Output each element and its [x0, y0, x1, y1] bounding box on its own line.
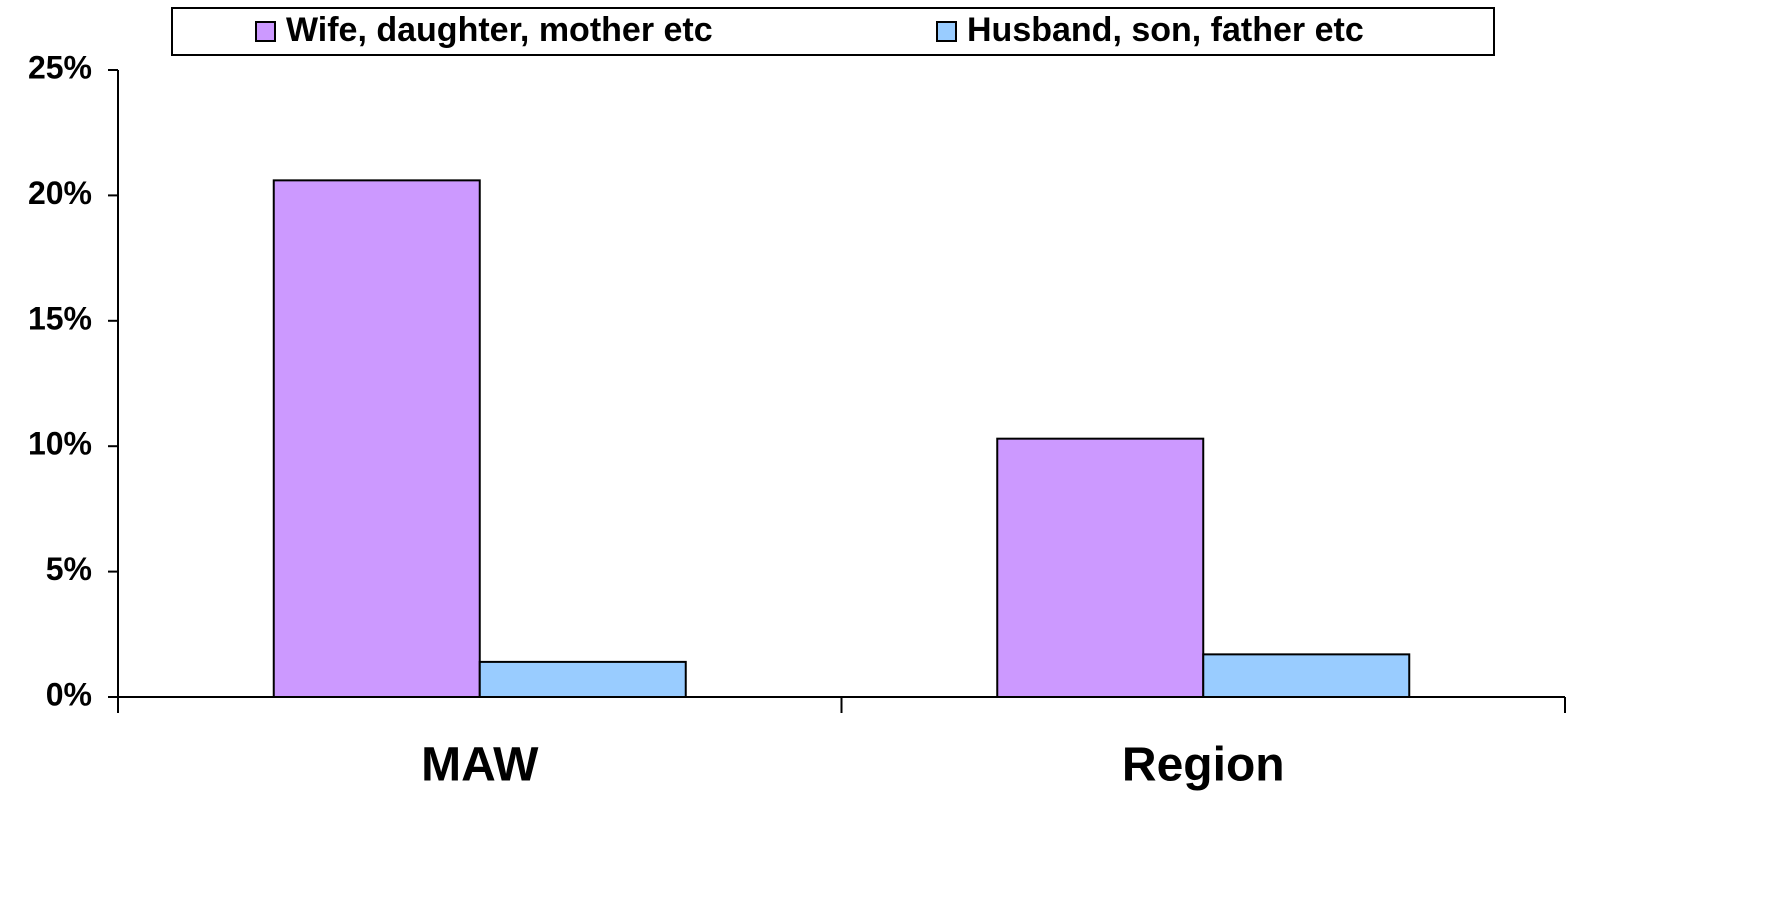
y-tick-label: 10% [28, 426, 92, 462]
bar [996, 437, 1205, 698]
legend-swatch [936, 21, 957, 42]
y-tick-label: 5% [46, 551, 92, 587]
bar [478, 660, 687, 698]
y-tick-label: 20% [28, 175, 92, 211]
x-tick-label: Region [1122, 739, 1285, 792]
y-tick-label: 15% [28, 300, 92, 336]
x-tick-label: MAW [421, 739, 539, 792]
legend-label: Husband, son, father etc [967, 11, 1364, 49]
legend-swatch [255, 21, 276, 42]
bar [1202, 653, 1411, 699]
legend-label: Wife, daughter, mother etc [286, 11, 713, 49]
y-tick-label: 25% [28, 49, 92, 85]
y-tick-label: 0% [46, 676, 92, 712]
bar [272, 179, 481, 699]
legend-box [171, 7, 1495, 56]
